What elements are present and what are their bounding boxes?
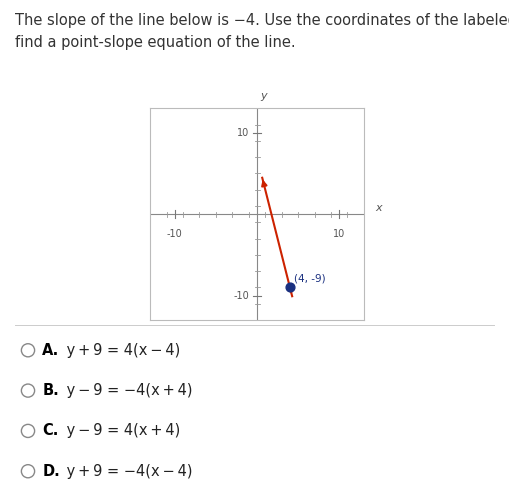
Text: x: x [376, 203, 382, 213]
Text: B.: B. [42, 383, 59, 398]
Text: 10: 10 [237, 128, 249, 138]
Text: The slope of the line below is −4. Use the coordinates of the labeled point to
f: The slope of the line below is −4. Use t… [15, 13, 509, 50]
Text: y + 9 = −4(x − 4): y + 9 = −4(x − 4) [62, 464, 192, 479]
Text: y: y [260, 91, 267, 101]
Text: y − 9 = −4(x + 4): y − 9 = −4(x + 4) [62, 383, 192, 398]
Text: -10: -10 [233, 291, 249, 300]
Text: (4, -9): (4, -9) [294, 273, 326, 283]
Text: y − 9 = 4(x + 4): y − 9 = 4(x + 4) [62, 423, 180, 438]
Point [286, 283, 294, 291]
Text: 10: 10 [333, 229, 346, 239]
Text: A.: A. [42, 343, 60, 358]
Text: C.: C. [42, 423, 59, 438]
Text: -10: -10 [167, 229, 183, 239]
Text: D.: D. [42, 464, 60, 479]
Text: y + 9 = 4(x − 4): y + 9 = 4(x − 4) [62, 343, 180, 358]
